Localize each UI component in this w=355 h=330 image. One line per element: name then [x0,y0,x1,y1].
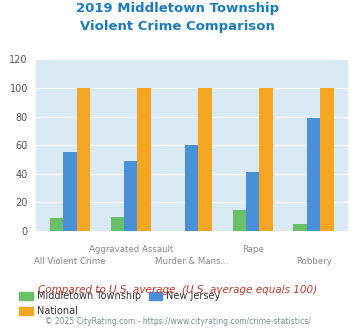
Bar [294,224,307,231]
Bar [185,145,198,231]
Bar [307,118,320,231]
Bar [111,217,124,231]
Bar [137,88,151,231]
Text: All Violent Crime: All Violent Crime [34,257,106,266]
Bar [198,88,212,231]
Bar [124,161,137,231]
Text: Aggravated Assault: Aggravated Assault [88,245,173,254]
Text: Violent Crime Comparison: Violent Crime Comparison [80,20,275,33]
Bar [246,172,260,231]
Bar [63,152,77,231]
Bar [260,88,273,231]
Text: Rape: Rape [242,245,263,254]
Text: © 2025 CityRating.com - https://www.cityrating.com/crime-statistics/: © 2025 CityRating.com - https://www.city… [45,317,310,326]
Text: Compared to U.S. average. (U.S. average equals 100): Compared to U.S. average. (U.S. average … [38,285,317,295]
Bar [233,210,246,231]
Bar [320,88,334,231]
Text: 2019 Middletown Township: 2019 Middletown Township [76,2,279,15]
Text: Murder & Mans...: Murder & Mans... [155,257,229,266]
Bar [50,218,63,231]
Bar [77,88,90,231]
Text: Robbery: Robbery [296,257,332,266]
Legend: Middletown Township, National, New Jersey: Middletown Township, National, New Jerse… [15,287,224,320]
